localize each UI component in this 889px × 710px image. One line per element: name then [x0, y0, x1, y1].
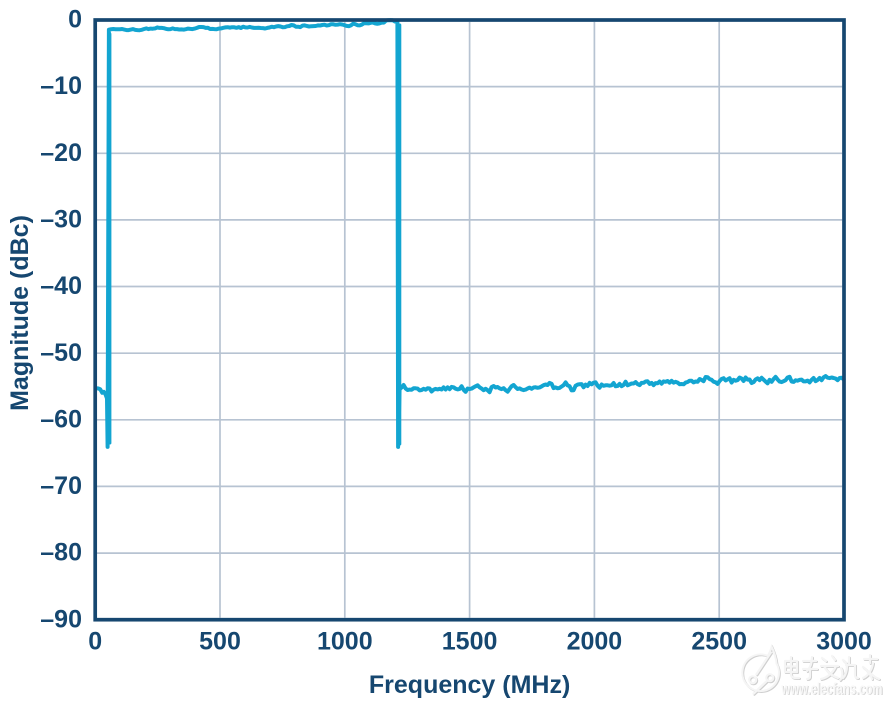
svg-text:500: 500 [199, 628, 241, 656]
svg-text:–80: –80 [40, 539, 82, 567]
svg-text:–50: –50 [40, 339, 82, 367]
svg-text:Frequency (MHz): Frequency (MHz) [369, 671, 570, 699]
svg-text:–90: –90 [40, 605, 82, 633]
svg-text:–70: –70 [40, 472, 82, 500]
svg-text:–30: –30 [40, 206, 82, 234]
svg-text:2500: 2500 [691, 628, 747, 656]
svg-text:www.elecfans.com: www.elecfans.com [782, 681, 884, 699]
svg-text:0: 0 [68, 6, 82, 34]
svg-text:2000: 2000 [567, 628, 623, 656]
svg-text:3000: 3000 [816, 628, 872, 656]
svg-text:–60: –60 [40, 405, 82, 433]
svg-text:www.elecfans.com: www.elecfans.com [781, 680, 883, 698]
svg-text:–20: –20 [40, 139, 82, 167]
svg-text:1000: 1000 [317, 628, 373, 656]
svg-text:0: 0 [88, 628, 102, 656]
svg-text:Magnitude (dBc): Magnitude (dBc) [6, 215, 34, 411]
svg-text:–40: –40 [40, 272, 82, 300]
svg-text:1500: 1500 [442, 628, 498, 656]
svg-text:–10: –10 [40, 72, 82, 100]
